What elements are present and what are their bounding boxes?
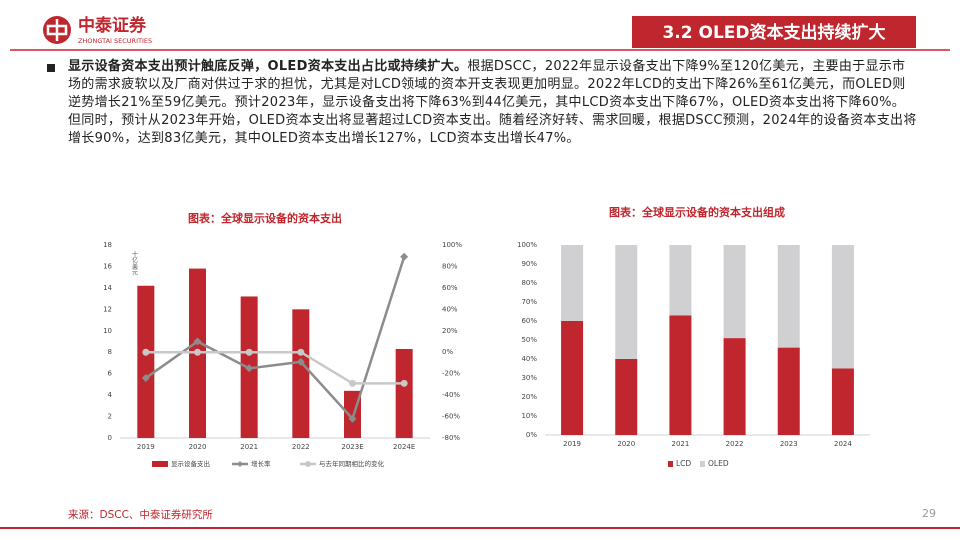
y-tick-label: 10% <box>521 412 537 420</box>
y2-tick-label: 100% <box>442 241 462 249</box>
y-axis-label: 十亿美元 <box>131 250 138 276</box>
line-marker <box>349 379 356 387</box>
y-tick-label: 30% <box>521 374 537 382</box>
bar-segment <box>669 315 692 435</box>
chart-title: 图表：全球显示设备的资本支出 <box>188 211 342 225</box>
y-tick-label: 100% <box>517 241 537 249</box>
legend-swatch <box>305 461 311 467</box>
chart-title: 图表：全球显示设备的资本支出组成 <box>609 205 785 219</box>
bar <box>292 309 310 438</box>
y-tick-label: 16 <box>103 262 112 270</box>
x-tick-label: 2020 <box>617 440 635 448</box>
y-tick-label: 18 <box>103 241 112 249</box>
x-tick-label: 2022 <box>292 443 310 451</box>
bar-segment <box>831 245 854 369</box>
line-marker <box>193 337 202 346</box>
y2-tick-label: 0% <box>442 348 453 356</box>
line-marker <box>194 348 201 356</box>
bar-segment <box>561 321 584 435</box>
bar-segment <box>615 359 638 435</box>
bar-segment <box>723 245 746 339</box>
y-tick-label: 70% <box>521 298 537 306</box>
y-tick-label: 8 <box>108 348 112 356</box>
y-tick-label: 4 <box>108 391 113 399</box>
line-marker <box>400 252 409 261</box>
line <box>145 256 406 422</box>
x-tick-label: 2021 <box>672 440 690 448</box>
y-tick-label: 40% <box>521 355 537 363</box>
bar-segment <box>615 245 638 359</box>
legend-label: LCD <box>676 459 691 468</box>
page-number: 29 <box>922 507 936 520</box>
line-marker <box>142 348 150 356</box>
y2-tick-label: -60% <box>442 413 460 421</box>
y-tick-label: 14 <box>103 284 112 292</box>
bar-segment <box>777 347 800 435</box>
line-marker <box>297 348 305 356</box>
x-tick-label: 2021 <box>240 443 258 451</box>
x-tick-label: 2023 <box>780 440 798 448</box>
legend-swatch <box>700 461 705 467</box>
y-tick-label: 0% <box>526 431 537 439</box>
x-tick-label: 2023E <box>341 443 363 451</box>
line-marker <box>348 414 357 423</box>
x-tick-label: 2019 <box>563 440 581 448</box>
line-marker <box>141 373 150 382</box>
bullet <box>47 64 55 72</box>
y2-tick-label: -40% <box>442 391 460 399</box>
y-tick-label: 10 <box>103 327 112 335</box>
body-text: 根据DSCC，2022年显示设备支出下降9%至120亿美元，主要由于显示市场的需… <box>68 59 917 146</box>
legend-label: 显示设备支出 <box>171 459 210 468</box>
x-tick-label: 2024E <box>393 443 415 451</box>
y-tick-label: 20% <box>521 393 537 401</box>
logo-name: 中泰证券 <box>78 15 147 36</box>
x-tick-label: 2022 <box>726 440 744 448</box>
logo-en: ZHONGTAI SECURITIES <box>78 37 152 45</box>
y2-tick-label: 80% <box>442 262 458 270</box>
y-tick-label: 60% <box>521 317 537 325</box>
y2-tick-label: 60% <box>442 284 458 292</box>
y2-tick-label: 40% <box>442 305 458 313</box>
bar-segment <box>777 245 800 348</box>
title-box <box>632 16 916 48</box>
bar-segment <box>723 338 746 435</box>
y-tick-label: 50% <box>521 336 537 344</box>
lead-text: 显示设备资本支出预计触底反弹，OLED资本支出占比或持续扩大。 <box>68 59 468 74</box>
line <box>145 350 405 385</box>
source: 来源：DSCC、中泰证券研究所 <box>68 508 213 521</box>
y-tick-label: 80% <box>521 279 537 287</box>
line-marker <box>245 348 253 356</box>
line-marker <box>400 379 408 387</box>
legend-label: 增长率 <box>251 459 271 468</box>
y2-tick-label: -80% <box>442 434 460 442</box>
y2-tick-label: -20% <box>442 370 460 378</box>
legend-swatch <box>668 461 673 467</box>
bar-segment <box>669 245 692 316</box>
y-tick-label: 2 <box>108 413 112 421</box>
bar <box>137 285 155 438</box>
legend-label: OLED <box>708 459 729 468</box>
legend-swatch <box>237 461 243 467</box>
bar-segment <box>561 245 584 321</box>
y2-tick-label: 20% <box>442 327 458 335</box>
bar <box>395 349 413 438</box>
x-tick-label: 2019 <box>137 443 155 451</box>
legend-label: 与去年同期相比的变化 <box>319 459 385 468</box>
slide-title: 3.2 OLED资本支出持续扩大 <box>662 22 885 43</box>
bar-segment <box>831 368 854 435</box>
line-marker <box>296 357 305 366</box>
y-tick-label: 6 <box>108 370 113 378</box>
line-marker <box>245 364 254 373</box>
y-tick-label: 12 <box>103 305 112 313</box>
x-tick-label: 2020 <box>189 443 207 451</box>
y-tick-label: 90% <box>521 260 537 268</box>
legend-swatch <box>152 461 168 467</box>
paragraph: 显示设备资本支出预计触底反弹，OLED资本支出占比或持续扩大。根据DSCC，20… <box>68 58 918 148</box>
x-tick-label: 2024 <box>834 440 852 448</box>
y-tick-label: 0 <box>108 434 112 442</box>
